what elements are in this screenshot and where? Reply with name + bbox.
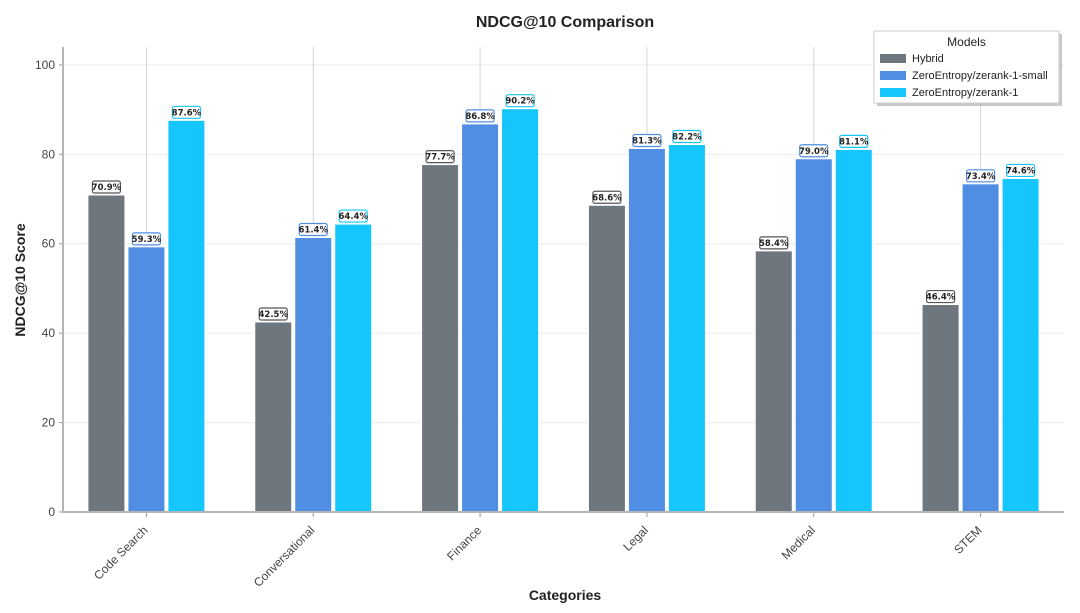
x-axis-ticks: Code Search Conversational Finance Legal Med… — [91, 512, 985, 590]
data-label: 86.8% — [465, 112, 495, 122]
y-axis-ticks: 0 20 40 60 80 100 — [35, 58, 63, 519]
data-label: 46.4% — [926, 293, 956, 303]
data-label: 79.0% — [799, 147, 829, 157]
data-label: 81.3% — [632, 136, 662, 146]
data-label: 82.2% — [672, 132, 702, 142]
x-tick-label: Finance — [444, 523, 484, 563]
legend-title: Models — [947, 35, 986, 49]
data-label-box — [672, 129, 702, 144]
legend-entry: ZeroEntropy/zerank-1-small — [912, 70, 1048, 82]
bar — [87, 194, 126, 513]
bar — [587, 204, 626, 513]
data-label: 68.6% — [592, 193, 622, 203]
data-label-box — [799, 144, 829, 158]
data-label-box — [338, 209, 368, 223]
bar — [334, 223, 373, 513]
y-tick-label: 20 — [42, 416, 56, 430]
bar — [294, 236, 333, 513]
data-label-box — [965, 169, 996, 183]
data-label: 87.6% — [172, 108, 202, 118]
bar — [754, 250, 793, 513]
data-label-box — [759, 236, 789, 250]
data-label-box — [258, 307, 288, 321]
data-label: 42.5% — [259, 310, 289, 320]
x-tick-label: Conversational — [251, 523, 318, 590]
y-tick-label: 40 — [42, 326, 56, 340]
bar — [461, 123, 500, 513]
bar — [501, 108, 540, 513]
bar — [834, 148, 873, 513]
data-label: 70.9% — [92, 183, 122, 193]
bar — [421, 164, 460, 513]
data-label-box — [131, 232, 162, 246]
bar — [254, 321, 293, 513]
data-labels: 70.9% 59.3% 87.6% 42.5% 61.4% 64.4% 77.7% 86.8%… — [91, 94, 1036, 321]
bar — [627, 147, 666, 513]
y-tick-label: 60 — [42, 237, 56, 251]
bar — [667, 143, 706, 513]
data-label-box — [171, 105, 202, 119]
grid — [63, 47, 1064, 512]
data-label-box — [91, 180, 122, 194]
legend-swatch — [880, 54, 906, 63]
data-label-box — [839, 134, 869, 148]
data-label-box — [465, 109, 495, 123]
data-label: 61.4% — [299, 225, 329, 235]
y-tick-label: 80 — [42, 147, 56, 161]
data-label: 64.4% — [339, 212, 369, 222]
data-label-box — [425, 149, 455, 164]
bar — [167, 119, 206, 513]
bars — [87, 108, 1040, 513]
data-label: 81.1% — [839, 137, 869, 147]
bar — [921, 304, 960, 513]
legend-swatch — [880, 71, 906, 80]
data-label: 90.2% — [505, 97, 535, 107]
bar — [961, 183, 1000, 513]
y-axis-label: NDCG@10 Score — [12, 223, 28, 336]
data-label: 58.4% — [759, 239, 789, 249]
data-label: 77.7% — [425, 153, 455, 163]
x-tick-label: STEM — [951, 523, 984, 556]
legend-entry: Hybrid — [912, 53, 944, 65]
data-label: 74.6% — [1006, 166, 1036, 176]
data-label: 73.4% — [966, 172, 996, 182]
y-tick-label: 0 — [48, 505, 55, 519]
data-label-box — [505, 94, 535, 108]
data-label-box — [298, 222, 328, 237]
legend-swatch — [880, 88, 906, 97]
legend-entry: ZeroEntropy/zerank-1 — [912, 87, 1018, 99]
chart-title: NDCG@10 Comparison — [476, 14, 654, 31]
y-tick-label: 100 — [35, 58, 55, 72]
x-axis-label: Categories — [529, 587, 602, 603]
data-label-box — [925, 289, 956, 304]
data-label-box — [592, 190, 622, 204]
data-label-box — [1005, 163, 1036, 178]
x-tick-label: Legal — [620, 523, 651, 554]
bar — [127, 246, 166, 513]
x-tick-label: Medical — [779, 523, 818, 562]
bar — [1001, 177, 1040, 513]
data-label: 59.3% — [132, 235, 162, 245]
bar — [794, 158, 833, 513]
data-label-box — [632, 133, 662, 148]
x-tick-label: Code Search — [91, 523, 150, 582]
